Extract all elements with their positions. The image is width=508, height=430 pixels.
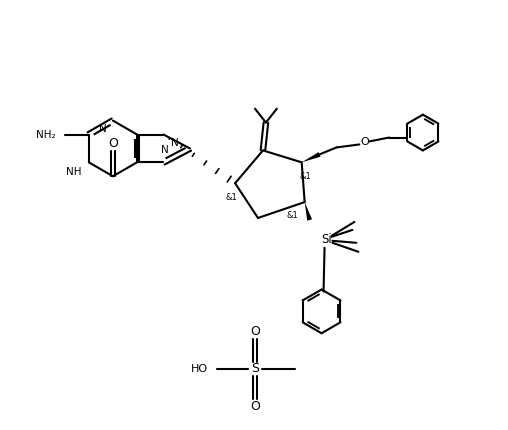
Text: N: N [161, 145, 168, 155]
Text: NH: NH [67, 167, 82, 177]
Text: S: S [251, 362, 259, 375]
Text: O: O [360, 138, 369, 147]
Text: N: N [171, 138, 179, 148]
Text: &1: &1 [225, 193, 237, 202]
Text: HO: HO [191, 364, 208, 374]
Text: Si: Si [321, 233, 332, 246]
Text: NH₂: NH₂ [36, 129, 55, 139]
Polygon shape [305, 202, 312, 221]
Text: O: O [108, 137, 118, 150]
Text: O: O [250, 325, 260, 338]
Text: O: O [250, 400, 260, 413]
Text: &1: &1 [300, 172, 311, 181]
Polygon shape [302, 152, 321, 163]
Text: &1: &1 [287, 212, 299, 221]
Text: N: N [99, 123, 107, 134]
